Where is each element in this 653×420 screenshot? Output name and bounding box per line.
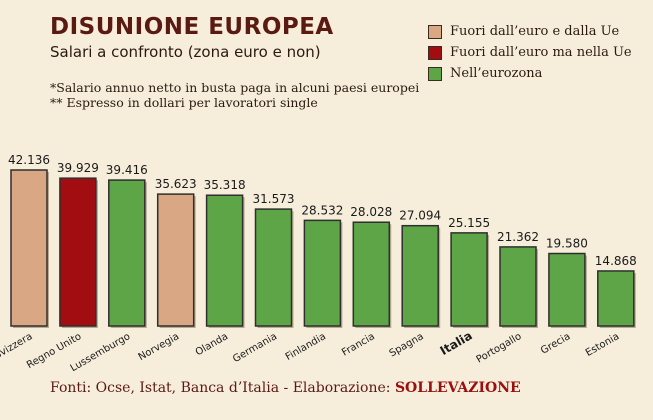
bar-olanda xyxy=(205,194,244,327)
legend-swatch-non-eu xyxy=(428,25,442,39)
category-label: Olanda xyxy=(194,331,230,358)
category-label: Francia xyxy=(340,331,377,359)
chart-title: DISUNIONE EUROPEA xyxy=(50,14,334,40)
bar-finlandia xyxy=(303,219,342,327)
bar-spagna xyxy=(401,224,439,327)
legend-label-eu-non-euro: Fuori dall’euro ma nella Ue xyxy=(450,45,632,60)
value-label: 28.532 xyxy=(301,203,343,217)
footnote-currency: ** Espresso in dollari per lavoratori si… xyxy=(50,95,318,110)
footnote-salary: *Salario annuo netto in busta paga in al… xyxy=(50,80,420,95)
value-label: 42.136 xyxy=(8,153,50,167)
legend-label-non-eu: Fuori dall’euro e dalla Ue xyxy=(450,24,620,39)
bar-regno-unito xyxy=(59,177,97,327)
category-label: Spagna xyxy=(388,331,426,359)
value-label: 19.580 xyxy=(546,237,588,251)
value-label: 28.028 xyxy=(350,205,392,219)
category-label: Norvegia xyxy=(137,331,182,363)
value-label: 39.416 xyxy=(106,163,148,177)
bar-estonia xyxy=(597,270,635,327)
footer-sources: Fonti: Ocse, Istat, Banca d’Italia - Ela… xyxy=(50,380,521,396)
category-label: Svizzera xyxy=(0,331,34,361)
legend-swatch-eurozone xyxy=(428,67,442,81)
value-label: 31.573 xyxy=(253,192,295,206)
bar-norvegia xyxy=(156,193,195,327)
bar-francia xyxy=(352,221,391,327)
legend-label-eurozone: Nell’eurozona xyxy=(450,66,543,81)
value-label: 35.623 xyxy=(155,177,197,191)
category-label: Germania xyxy=(231,331,279,365)
legend-swatch-eu-non-euro xyxy=(428,46,442,60)
value-label: 35.318 xyxy=(204,178,246,192)
category-label: Italia xyxy=(438,328,475,357)
bar-portogallo xyxy=(499,246,537,327)
value-label: 39.929 xyxy=(57,161,99,175)
bar-italia xyxy=(450,232,488,327)
footer-brand: SOLLEVAZIONE xyxy=(394,380,521,396)
value-label: 14.868 xyxy=(595,254,637,268)
value-label: 21.362 xyxy=(497,230,539,244)
category-label: Estonia xyxy=(584,331,621,359)
category-label: Portogallo xyxy=(475,331,524,366)
category-label: Grecia xyxy=(539,331,572,357)
bar-svizzera xyxy=(10,169,48,327)
chart-subtitle: Salari a confronto (zona euro e non) xyxy=(50,43,321,61)
value-label: 25.155 xyxy=(448,216,490,230)
footer-sources-text: Fonti: Ocse, Istat, Banca d’Italia - Ela… xyxy=(50,380,395,396)
value-label: 27.094 xyxy=(399,209,441,223)
bar-germania xyxy=(254,208,293,327)
bar-grecia xyxy=(548,252,586,327)
category-label: Finlandia xyxy=(284,331,328,363)
bar-lussemburgo xyxy=(108,179,146,327)
